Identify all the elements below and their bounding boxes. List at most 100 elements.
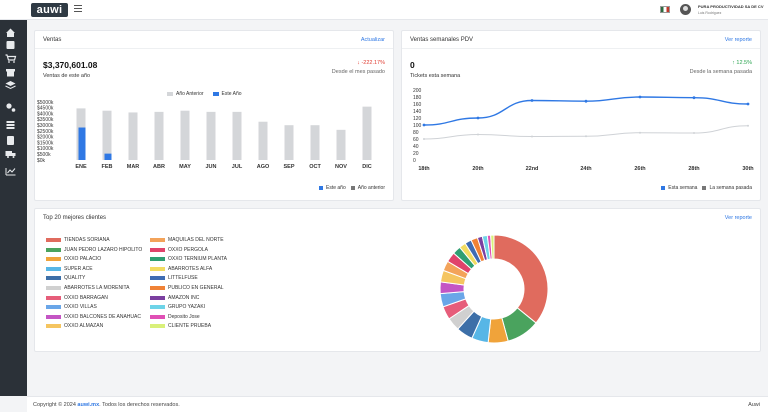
- y-tick-label: 200: [413, 88, 422, 94]
- client-name: LITTELFUSE: [168, 275, 198, 282]
- store-icon[interactable]: [6, 69, 15, 77]
- data-point[interactable]: [531, 135, 533, 138]
- data-point[interactable]: [530, 99, 534, 102]
- client-name: OXXO BALCONES DE ANAHUAC: [64, 313, 141, 320]
- semanales-ver-reporte-link[interactable]: Ver reporte: [724, 37, 752, 43]
- y-tick-label: 120: [413, 116, 422, 122]
- cart-icon[interactable]: [5, 54, 17, 63]
- x-tick-label: JUN: [205, 164, 216, 170]
- data-point[interactable]: [477, 133, 479, 136]
- client-legend-item[interactable]: JUAN PEDRO LAZARO HIPOLITO: [46, 247, 142, 253]
- user-avatar[interactable]: [680, 4, 691, 15]
- donut-slice[interactable]: [493, 234, 549, 324]
- client-name: TIENDAS SORIANA: [64, 237, 110, 243]
- data-point[interactable]: [638, 95, 642, 99]
- data-point[interactable]: [639, 131, 641, 134]
- legend-swatch: [150, 238, 165, 242]
- client-name: QUALITY: [64, 275, 86, 282]
- client-legend-item[interactable]: QUALITY: [46, 275, 85, 281]
- mexico-flag-icon[interactable]: [660, 6, 670, 13]
- ventas-semanales-card: Ventas semanales PDV Ver reporte 0 Ticke…: [401, 30, 761, 201]
- bar-prev-year[interactable]: [232, 111, 242, 160]
- legend-curr-bottom-label: Este año: [326, 185, 346, 191]
- client-legend-item[interactable]: OXXO PALACIO: [46, 256, 101, 262]
- menu-toggle-icon[interactable]: [74, 5, 82, 13]
- data-point[interactable]: [476, 116, 480, 120]
- bar-prev-year[interactable]: [154, 111, 164, 160]
- clientes-title: Top 20 mejores clientes: [43, 215, 107, 221]
- clientes-ver-reporte-link[interactable]: Ver reporte: [724, 215, 752, 221]
- x-tick-label: SEP: [283, 164, 294, 170]
- client-legend-item[interactable]: GRUPO YAZAKI: [150, 304, 205, 310]
- calculator-icon[interactable]: [7, 136, 14, 145]
- legend-curr-label: Este Año: [221, 91, 242, 97]
- data-point[interactable]: [746, 102, 750, 106]
- client-legend-item[interactable]: PUBLICO EN GENERAL: [150, 285, 224, 291]
- bar-this-year[interactable]: [78, 127, 86, 160]
- auwi-logo[interactable]: auwi: [31, 3, 68, 17]
- bar-prev-year[interactable]: [362, 106, 372, 160]
- data-point[interactable]: [422, 123, 426, 127]
- y-tick-label: 20: [413, 151, 419, 157]
- client-name: AMAZON INC: [168, 294, 200, 301]
- client-name: ABARROTES ALFA: [168, 265, 213, 272]
- ventas-amount-label: Ventas de este año: [43, 73, 91, 79]
- y-tick-label: 100: [413, 123, 422, 129]
- data-point[interactable]: [692, 96, 696, 100]
- x-tick-label: 22nd: [526, 166, 539, 172]
- bar-this-year[interactable]: [104, 153, 112, 160]
- client-legend-item[interactable]: SUPER ACE: [46, 266, 93, 272]
- client-legend-item[interactable]: OXXO PERGOLA: [150, 247, 208, 253]
- x-tick-label: MAR: [127, 164, 140, 170]
- bar-prev-year[interactable]: [258, 121, 268, 160]
- legend-swatch: [150, 286, 165, 290]
- client-legend-item[interactable]: ABARROTES ALFA: [150, 266, 212, 272]
- client-legend-item[interactable]: MAQUILAS DEL NORTE: [150, 237, 224, 243]
- bar-prev-year[interactable]: [206, 111, 216, 160]
- bar-prev-year[interactable]: [310, 125, 320, 160]
- truck-icon[interactable]: [5, 151, 16, 158]
- bar-prev-year[interactable]: [102, 110, 112, 160]
- brand-link[interactable]: auwi.mx: [77, 402, 100, 408]
- bar-prev-year[interactable]: [128, 112, 138, 160]
- ventas-title: Ventas: [43, 37, 62, 43]
- client-legend-item[interactable]: OXXO TERNIUM PLANTA: [150, 256, 227, 262]
- x-tick-label: NOV: [335, 164, 347, 170]
- client-legend-item[interactable]: OXXO ALMAZAN: [46, 323, 103, 329]
- bar-prev-year[interactable]: [336, 129, 346, 160]
- box-icon[interactable]: [6, 41, 15, 49]
- client-legend-item[interactable]: LITTELFUSE: [150, 275, 198, 281]
- home-icon[interactable]: [6, 28, 15, 38]
- tickets-label: Tickets esta semana: [410, 73, 461, 79]
- client-legend-item[interactable]: CLIENTE PRUEBA: [150, 323, 211, 329]
- stack-icon[interactable]: [6, 121, 15, 129]
- donut-slice[interactable]: [490, 234, 495, 260]
- data-point[interactable]: [693, 132, 695, 135]
- top-bar: auwi PURA PRODUCTIVIDAD SA DE CV Luis Ro…: [0, 0, 768, 20]
- data-point[interactable]: [585, 135, 587, 138]
- tickets-value: 0: [410, 60, 415, 70]
- y-tick-label: $1000k: [37, 146, 54, 152]
- client-legend-item[interactable]: OXXO VILLAS: [46, 304, 97, 310]
- client-legend-item[interactable]: ABARROTES LA MORENITA: [46, 285, 129, 291]
- client-name: OXXO TERNIUM PLANTA: [168, 256, 227, 263]
- client-legend-item[interactable]: OXXO BARRAGAN: [46, 295, 108, 301]
- client-legend-item[interactable]: OXXO BALCONES DE ANAHUAC: [46, 314, 141, 320]
- actualizar-link[interactable]: Actualizar: [360, 37, 385, 43]
- data-point[interactable]: [584, 99, 588, 103]
- x-tick-label: 24th: [580, 166, 592, 172]
- client-legend-item[interactable]: AMAZON INC: [150, 295, 199, 301]
- trend-icon[interactable]: [5, 168, 16, 176]
- client-name: CLIENTE PRUEBA: [168, 323, 212, 330]
- client-legend-item[interactable]: TIENDAS SORIANA: [46, 237, 110, 243]
- x-tick-label: DIC: [362, 164, 372, 170]
- data-point[interactable]: [423, 138, 425, 140]
- bar-prev-year[interactable]: [180, 110, 190, 160]
- legend-pasada-label: La semana pasada: [709, 185, 752, 191]
- gears-icon[interactable]: [6, 103, 16, 112]
- bar-prev-year[interactable]: [284, 125, 294, 160]
- x-tick-label: 30th: [742, 166, 754, 172]
- client-legend-item[interactable]: Deposito Jose: [150, 314, 200, 320]
- layers-icon[interactable]: [5, 81, 16, 90]
- data-point[interactable]: [747, 124, 749, 127]
